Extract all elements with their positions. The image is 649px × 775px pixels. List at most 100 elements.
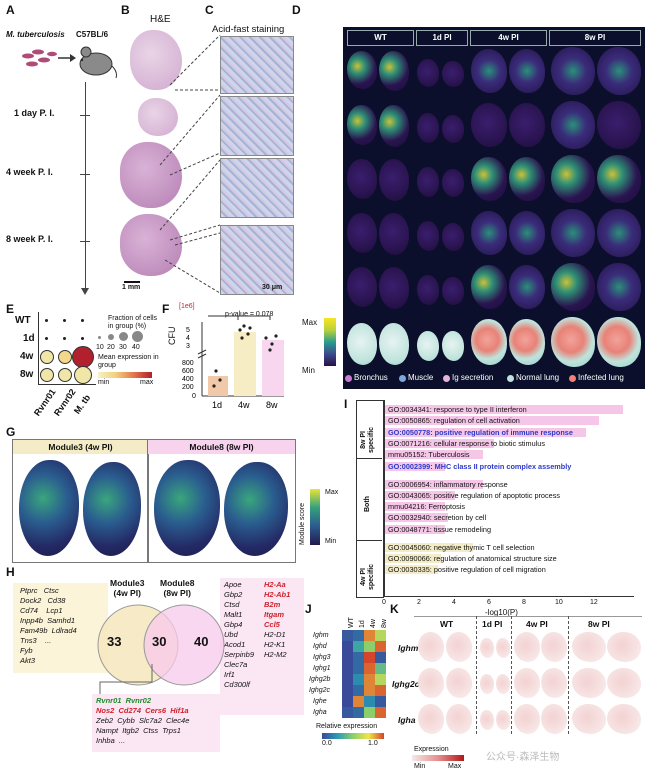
spatial-map [379,51,409,91]
f-point [242,324,246,328]
spatial-map [417,59,439,87]
spatial-map [442,61,464,87]
i-xtick: 8 [522,599,526,606]
g-spatial-map [224,462,288,556]
j-legend-min: 0.0 [322,740,332,747]
i-term-label: GO:0048771: tissue remodeling [388,524,492,534]
k-spatial-map [607,632,641,662]
h-right-gene-red: Ccl5 [264,620,280,629]
k-spatial-map [418,704,444,734]
timepoint-label: 1 day P. I. [14,108,55,118]
e-dot [74,366,92,384]
f-exponent: [1e6] [179,303,195,310]
f-xtick: 4w [238,400,250,410]
timeline-tick [80,174,90,175]
k-legend-title: Expression [414,746,449,753]
panel-label-e: E [6,302,15,316]
k-spatial-map [496,674,510,694]
k-spatial-map [541,704,567,734]
panel-label-f: F [162,302,170,316]
e-axis [38,384,96,385]
i-bar [385,416,599,426]
d-legend: Bronchus Muscle Ig secretion Normal lung… [343,371,645,389]
spatial-map [442,169,464,197]
panel-label-c: C [205,3,214,17]
i-xtick: 10 [555,599,563,606]
timepoint-label: 4 week P. I. [6,167,53,177]
afs-image-4w [220,158,294,218]
e-color-min: min [98,379,110,386]
f-xtick: 1d [212,400,222,410]
e-size-dot [108,334,114,340]
spatial-map [379,267,409,309]
h-right-gene-box [220,578,304,715]
k-spatial-map [446,632,472,662]
i-group-divider [356,458,382,459]
spatial-map [347,159,377,199]
h-shared-count: 30 [152,634,167,649]
spatial-map [509,265,545,309]
j-row-label: Ighe [313,698,327,705]
legend-swatch [443,375,450,382]
legend-label: Ig secretion [452,373,494,382]
spatial-map [597,47,641,95]
he-section-1d [138,98,178,136]
spatial-map [379,159,409,201]
spatial-map [442,277,464,305]
j-legend-max: 1.0 [368,740,378,747]
h-venn-circle-module8 [143,604,225,686]
k-spatial-map [446,704,472,734]
k-top-rule [414,616,642,617]
spatial-map [551,155,595,203]
j-heatmap-cell [375,663,386,674]
e-color-bar [98,372,152,378]
h-left-count: 33 [107,634,122,649]
i-term-label: GO:0002399: MHC class II protein complex… [388,461,572,471]
d-column-header: WT [347,30,414,46]
j-heatmap-cell [364,641,375,652]
h-connector-lines [99,664,153,694]
mouse-strain-label: C57BL/6 [76,30,109,39]
j-heatmap-cell [353,663,364,674]
h-venn-svg [97,604,225,686]
k-spatial-map [480,710,494,730]
h-right-gene: H2-K1 [264,640,286,649]
k-column-header: 1d PI [482,619,503,629]
i-term-label: GO:0090066: regulation of anatomical str… [388,554,557,564]
i-bar [385,542,473,552]
f-point [214,369,218,373]
j-legend-title: Relative expression [316,723,378,730]
e-dot [45,337,48,340]
k-spatial-map [480,638,494,658]
g-spatial-map [154,460,220,556]
legend-label: Muscle [408,373,434,382]
f-point [212,384,216,388]
h-right-count: 40 [194,634,209,649]
j-legend-bar [322,733,384,739]
infection-illustration [22,46,117,79]
k-divider [511,616,512,734]
k-spatial-map [572,704,606,734]
afs-image-1d [220,96,294,156]
bacteria-icon [22,49,57,67]
j-heatmap-cell [353,674,364,685]
k-spatial-map [514,632,540,662]
spatial-map [442,115,464,143]
d-column-header: 4w PI [470,30,547,46]
j-heatmap-cell [364,696,375,707]
f-xtick: 8w [266,400,278,410]
j-heatmap-cell [375,674,386,685]
spatial-map [471,103,507,147]
i-y-axis [384,400,385,596]
j-heatmap-cell [353,641,364,652]
k-spatial-map [607,704,641,734]
f-point [248,326,252,330]
i-bar [385,450,483,460]
g-module3-title: Module3 (4w PI) [13,440,148,454]
spatial-map [597,155,641,203]
i-term-label: GO:0030335: positive regulation of cell … [388,565,546,575]
timeline-tick [80,241,90,242]
j-heatmap-cell [364,685,375,696]
e-dot [81,337,84,340]
f-chart-svg: 5 4 3 800 600 400 200 0 1d 4w 8w [182,315,284,410]
